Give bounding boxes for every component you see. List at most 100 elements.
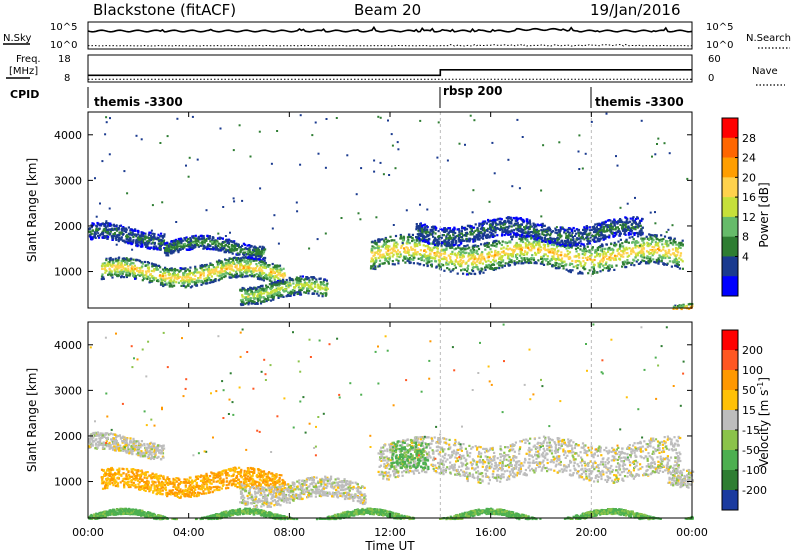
- scatter-cell: [486, 245, 489, 248]
- scatter-cell: [231, 252, 234, 255]
- scatter-cell: [641, 256, 644, 259]
- scatter-cell: [466, 270, 469, 273]
- scatter-cell: [130, 265, 134, 268]
- scatter-cell: [230, 260, 233, 264]
- scatter-cell: [625, 228, 629, 231]
- scatter-cell: [447, 227, 450, 230]
- scatter-cell: [575, 244, 578, 247]
- scatter-cell: [200, 237, 203, 240]
- scatter-cell: [117, 274, 120, 277]
- scatter-cell: [394, 244, 398, 247]
- scatter-cell: [273, 271, 276, 274]
- scatter-cell: [629, 217, 632, 220]
- scatter-cell: [602, 238, 605, 241]
- scatter-cell: [481, 229, 484, 232]
- scatter-cell: [238, 269, 241, 272]
- scatter-cell: [569, 241, 572, 244]
- scatter-cell: [388, 257, 391, 260]
- scatter-cell: [501, 240, 504, 243]
- scatter-cell: [468, 224, 471, 227]
- scatter-cell: [309, 284, 312, 287]
- scatter-cell: [289, 291, 292, 294]
- scatter-cell: [136, 269, 139, 272]
- scatter-cell: [170, 240, 173, 243]
- scatter-cell: [599, 228, 602, 231]
- scatter-cell: [426, 230, 429, 233]
- scatter-cell: [250, 252, 253, 255]
- scatter-cell: [263, 297, 267, 300]
- scatter-cell: [218, 259, 221, 262]
- scatter-cell: [472, 240, 475, 243]
- scatter-cell: [270, 285, 273, 288]
- scatter-cell: [464, 228, 467, 231]
- scatter-cell: [605, 267, 608, 270]
- scatter-cell: [519, 244, 522, 247]
- scatter-cell: [464, 234, 467, 237]
- scatter-cell: [476, 265, 479, 269]
- scatter-cell: [521, 219, 524, 222]
- scatter-cell: [383, 242, 386, 245]
- scatter-cell: [135, 233, 138, 236]
- scatter-cell: [554, 231, 557, 234]
- scatter-cell: [489, 228, 492, 231]
- scatter-cell: [399, 233, 402, 237]
- scatter-cell: [598, 229, 601, 232]
- scatter-cell: [183, 271, 186, 275]
- scatter-cell: [590, 258, 593, 262]
- scatter-cell: [275, 287, 278, 290]
- scatter-cell: [209, 244, 212, 248]
- scatter-cell: [517, 262, 520, 265]
- scatter-cell: [516, 217, 519, 221]
- scatter-cell: [103, 262, 106, 265]
- scatter-cell: [388, 258, 391, 261]
- scatter-cell: [111, 235, 114, 238]
- nsearch-trace: [87, 43, 693, 47]
- scatter-cell: [385, 251, 388, 254]
- scatter-cell: [415, 228, 418, 231]
- scatter-cell: [617, 240, 620, 243]
- cpid-label: CPID: [10, 88, 39, 101]
- scatter-cell: [423, 259, 426, 262]
- scatter-cell: [266, 285, 269, 288]
- scatter-cell: [371, 245, 374, 248]
- scatter-cell: [235, 274, 238, 277]
- scatter-cell: [555, 262, 558, 265]
- scatter-cell: [676, 248, 679, 251]
- scatter-cell: [155, 245, 158, 248]
- scatter-cell: [595, 251, 598, 254]
- scatter-cell: [393, 246, 396, 249]
- scatter-cell: [433, 252, 436, 255]
- scatter-cell: [267, 298, 270, 301]
- scatter-cell: [586, 228, 589, 231]
- scatter-cell: [220, 271, 223, 274]
- scatter-cell: [285, 295, 288, 298]
- scatter-cell: [662, 262, 665, 265]
- scatter-cell: [180, 267, 184, 270]
- scatter-cell: [114, 227, 117, 230]
- scatter-cell: [590, 266, 593, 269]
- scatter-cell: [610, 223, 613, 226]
- scatter-cell: [167, 254, 170, 257]
- scatter-cell: [106, 231, 109, 234]
- scatter-cell: [582, 266, 585, 269]
- scatter-cell: [245, 259, 248, 262]
- scatter-cell: [109, 222, 112, 225]
- scatter-cell: [562, 244, 565, 247]
- scatter-cell: [664, 242, 667, 245]
- scatter-cell: [320, 283, 323, 286]
- scatter-cell: [406, 248, 409, 252]
- scatter-cell: [148, 241, 151, 244]
- scatter-cell: [449, 237, 452, 240]
- scatter-cell: [299, 289, 302, 292]
- scatter-cell: [615, 221, 618, 224]
- scatter-cell: [225, 268, 228, 271]
- scatter-cell: [573, 229, 576, 232]
- scatter-cell: [533, 223, 537, 226]
- scatter-cell: [467, 264, 470, 267]
- scatter-cell: [437, 242, 440, 245]
- scatter-cell: [233, 248, 236, 252]
- scatter-cell: [429, 229, 432, 232]
- scatter-cell: [600, 226, 603, 229]
- scatter-cell: [679, 254, 682, 257]
- scatter-cell: [144, 245, 148, 248]
